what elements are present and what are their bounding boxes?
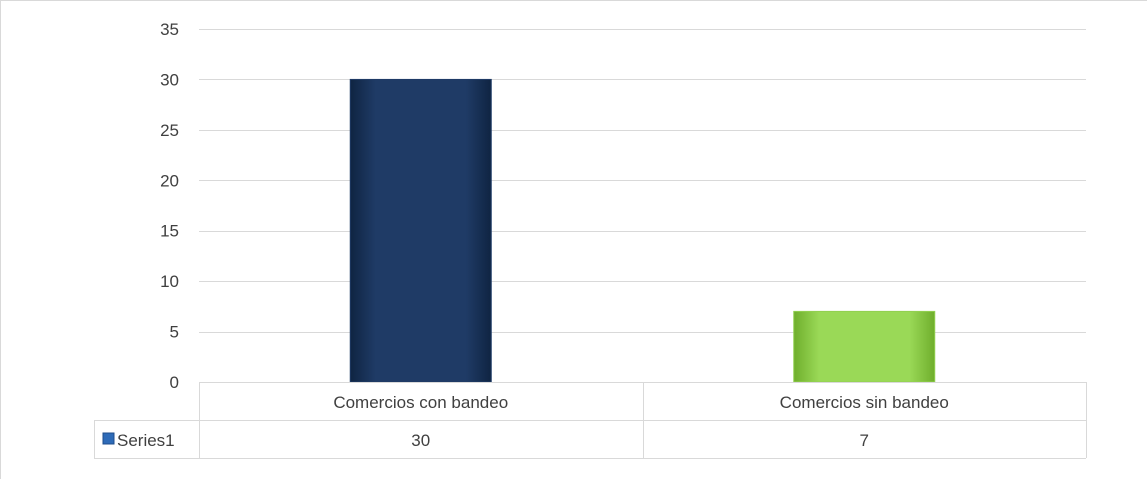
- series-name: Series1: [117, 431, 175, 450]
- y-tick-label: 5: [170, 323, 179, 342]
- category-label: Comercios con bandeo: [333, 393, 508, 412]
- y-axis-tick-labels: 0 5 10 15 20 25 30 35: [160, 20, 179, 392]
- gridlines: [199, 29, 1086, 333]
- bar-comercios-con-bandeo: [349, 78, 492, 383]
- y-tick-label: 25: [160, 121, 179, 140]
- data-value: 7: [860, 431, 869, 450]
- data-table: Comercios con bandeo Comercios sin bandeo…: [94, 382, 1087, 459]
- y-tick-label: 20: [160, 171, 179, 190]
- bar-comercios-sin-bandeo: [793, 310, 936, 383]
- y-tick-label: 0: [170, 373, 179, 392]
- y-tick-label: 30: [160, 70, 179, 89]
- y-tick-label: 15: [160, 222, 179, 241]
- category-label: Comercios sin bandeo: [780, 393, 949, 412]
- y-tick-label: 10: [160, 272, 179, 291]
- y-tick-label: 35: [160, 20, 179, 39]
- data-value: 30: [411, 431, 430, 450]
- legend-key-series1: [102, 432, 115, 445]
- bars: [349, 78, 936, 383]
